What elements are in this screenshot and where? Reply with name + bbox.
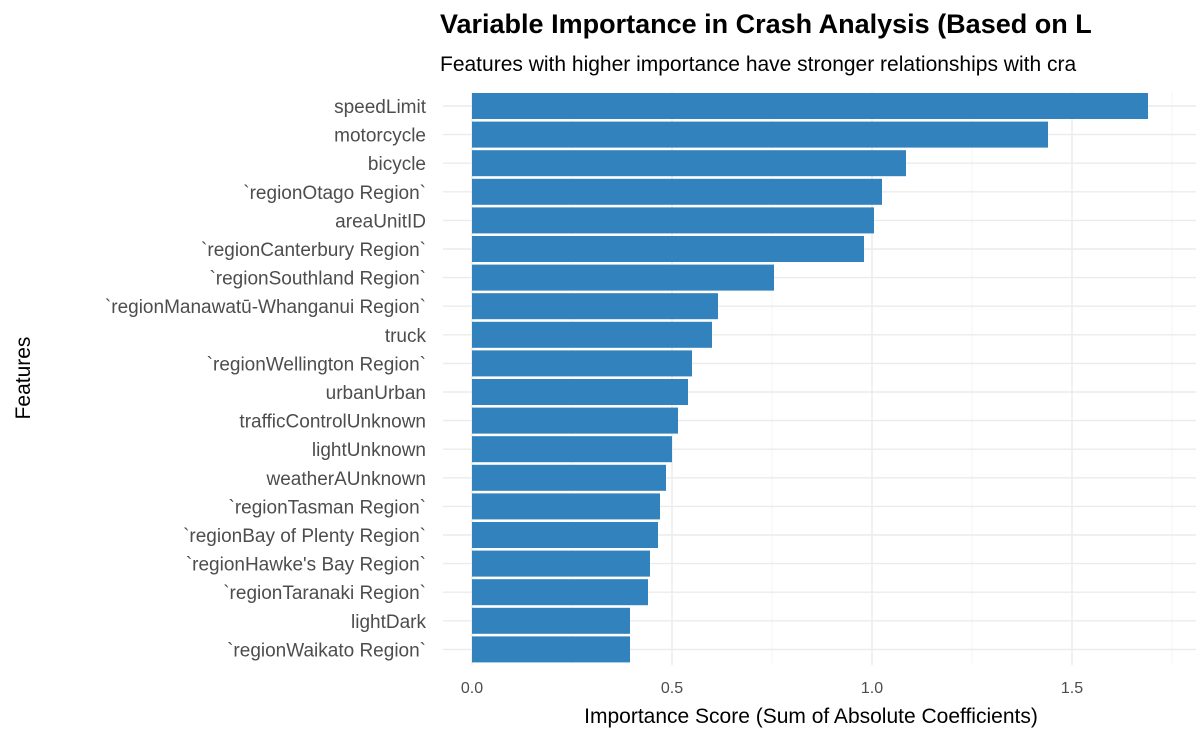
bar-0 xyxy=(472,93,1148,119)
y-tick-label: `regionWaikato Region` xyxy=(227,640,426,661)
bar-8 xyxy=(472,321,712,348)
bar-4 xyxy=(472,207,874,234)
bar-12 xyxy=(472,436,672,463)
bar-14 xyxy=(472,493,660,520)
bar-16 xyxy=(472,550,650,577)
y-tick-label: `regionOtago Region` xyxy=(243,183,426,204)
bar-9 xyxy=(472,350,692,377)
bar-7 xyxy=(472,293,718,320)
bar-19 xyxy=(472,636,630,663)
y-tick-label: truck xyxy=(385,326,427,347)
y-axis-title: Features xyxy=(12,337,35,420)
bar-18 xyxy=(472,607,630,634)
y-tick-label: `regionSouthland Region` xyxy=(209,269,426,290)
x-tick-label: 0.0 xyxy=(461,680,483,697)
y-tick-label: motorcycle xyxy=(334,126,426,147)
y-tick-label: bicycle xyxy=(368,154,426,175)
y-tick-label: `regionTaranaki Region` xyxy=(223,583,426,604)
bar-10 xyxy=(472,379,688,405)
chart-subtitle: Features with higher importance have str… xyxy=(440,53,1076,76)
x-tick-label: 1.5 xyxy=(1061,680,1083,697)
bar-3 xyxy=(472,178,882,205)
y-tick-label: lightDark xyxy=(351,612,426,633)
bar-15 xyxy=(472,522,658,548)
y-tick-label: trafficControlUnknown xyxy=(239,412,426,433)
chart-title: Variable Importance in Crash Analysis (B… xyxy=(440,9,1092,39)
y-tick-label: `regionTasman Region` xyxy=(229,497,427,518)
y-tick-labels: speedLimit motorcycle bicycle `regionOtago … xyxy=(105,97,427,661)
bars xyxy=(472,93,1148,663)
y-tick-label: `regionBay of Plenty Region` xyxy=(183,526,426,547)
x-tick-label: 1.0 xyxy=(861,680,883,697)
y-tick-label: weatherAUnknown xyxy=(266,469,426,490)
y-tick-label: `regionManawatū-Whanganui Region` xyxy=(105,297,426,318)
bar-5 xyxy=(472,236,864,262)
bar-11 xyxy=(472,407,678,434)
y-tick-label: lightUnknown xyxy=(312,440,426,461)
bar-2 xyxy=(472,150,906,177)
x-tick-labels: 0.0 0.5 1.0 1.5 xyxy=(461,680,1083,697)
y-tick-label: areaUnitID xyxy=(335,211,426,232)
y-tick-label: `regionWellington Region` xyxy=(207,354,426,375)
y-tick-label: `regionCanterbury Region` xyxy=(201,240,426,261)
y-tick-label: speedLimit xyxy=(334,97,427,118)
y-tick-label: urbanUrban xyxy=(326,383,426,404)
bar-17 xyxy=(472,579,648,606)
y-tick-label: `regionHawke's Bay Region` xyxy=(186,555,426,576)
bar-6 xyxy=(472,264,774,291)
x-axis-title: Importance Score (Sum of Absolute Coeffi… xyxy=(584,705,1038,728)
bar-1 xyxy=(472,121,1048,148)
bar-13 xyxy=(472,464,666,491)
x-tick-label: 0.5 xyxy=(661,680,683,697)
grid xyxy=(443,92,1196,665)
